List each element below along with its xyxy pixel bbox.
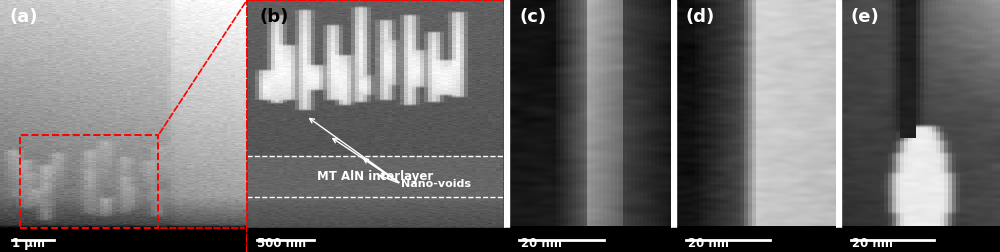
Bar bbox=[20, 135, 158, 228]
Text: Nano-voids: Nano-voids bbox=[401, 179, 471, 189]
Text: 20 nm: 20 nm bbox=[521, 237, 562, 250]
Text: (d): (d) bbox=[686, 8, 715, 25]
Text: (a): (a) bbox=[10, 8, 38, 25]
Text: 1 μm: 1 μm bbox=[12, 237, 45, 250]
Text: 500 nm: 500 nm bbox=[257, 237, 306, 250]
Bar bbox=[671, 0, 676, 252]
Text: (c): (c) bbox=[519, 8, 546, 25]
Bar bbox=[247, 228, 504, 252]
Text: 20 nm: 20 nm bbox=[852, 237, 893, 250]
Text: MT AlN interlayer: MT AlN interlayer bbox=[317, 170, 434, 183]
Text: 20 nm: 20 nm bbox=[688, 237, 728, 250]
Bar bbox=[836, 0, 841, 252]
Text: (e): (e) bbox=[851, 8, 880, 25]
Bar bbox=[671, 228, 836, 252]
Bar bbox=[504, 228, 671, 252]
Bar bbox=[0, 228, 247, 252]
Bar bbox=[504, 0, 509, 252]
Bar bbox=[836, 228, 1000, 252]
Text: (b): (b) bbox=[260, 8, 289, 25]
